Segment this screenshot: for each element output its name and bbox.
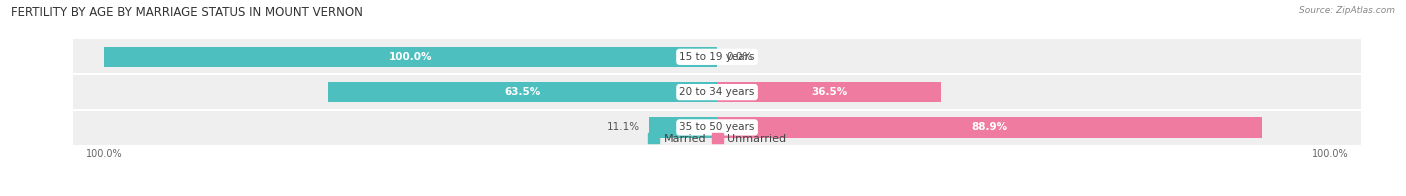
Text: 11.1%: 11.1% xyxy=(606,122,640,132)
Text: 100.0%: 100.0% xyxy=(388,52,432,62)
Bar xyxy=(73,110,1361,145)
Text: 35 to 50 years: 35 to 50 years xyxy=(679,122,755,132)
Bar xyxy=(650,117,717,138)
Text: 0.0%: 0.0% xyxy=(727,52,752,62)
Bar xyxy=(717,117,1263,138)
Text: FERTILITY BY AGE BY MARRIAGE STATUS IN MOUNT VERNON: FERTILITY BY AGE BY MARRIAGE STATUS IN M… xyxy=(11,6,363,19)
Text: 20 to 34 years: 20 to 34 years xyxy=(679,87,755,97)
Text: 63.5%: 63.5% xyxy=(505,87,540,97)
Text: 36.5%: 36.5% xyxy=(811,87,846,97)
Bar xyxy=(104,47,717,67)
Bar xyxy=(73,74,1361,110)
Bar xyxy=(328,82,717,102)
Text: Source: ZipAtlas.com: Source: ZipAtlas.com xyxy=(1299,6,1395,15)
Bar xyxy=(73,39,1361,74)
Legend: Married, Unmarried: Married, Unmarried xyxy=(644,128,790,148)
Bar xyxy=(717,82,941,102)
Text: 15 to 19 years: 15 to 19 years xyxy=(679,52,755,62)
Text: 88.9%: 88.9% xyxy=(972,122,1008,132)
